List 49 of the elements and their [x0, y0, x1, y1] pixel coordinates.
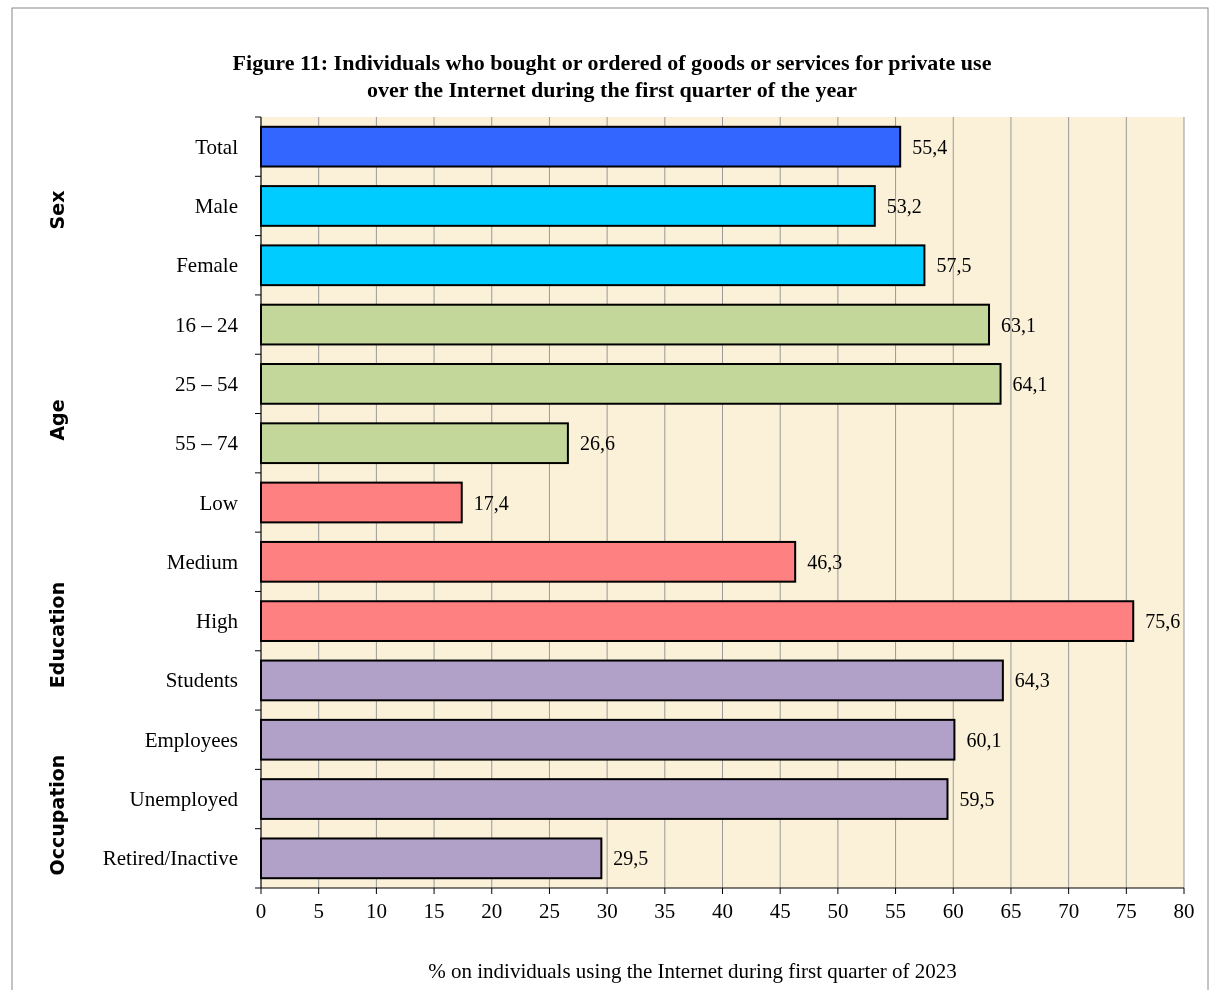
data-label: 75,6 — [1145, 610, 1181, 633]
x-tick-label: 65 — [1000, 899, 1022, 923]
chart-title: Figure 11: Individuals who bought or ordered of goods or services for private use over the Internet during the first quarter of the year — [232, 50, 992, 102]
x-tick-label: 55 — [885, 899, 907, 923]
data-label: 60,1 — [966, 728, 1002, 751]
data-label: 29,5 — [613, 847, 649, 870]
y-tick-label: High — [196, 609, 239, 634]
y-tick-label: Retired/Inactive — [102, 846, 238, 871]
y-tick-label: 55 – 74 — [175, 431, 239, 456]
data-label: 17,4 — [473, 491, 509, 514]
text: Education — [46, 581, 68, 689]
data-label: 55,4 — [912, 135, 948, 158]
x-tick-label: 15 — [423, 899, 445, 923]
x-tick-label: 25 — [538, 899, 560, 923]
y-tick-label: Female — [176, 253, 238, 278]
x-tick-label: 0 — [255, 899, 267, 923]
data-label: 46,3 — [807, 550, 843, 573]
y-tick-label: Medium — [166, 549, 238, 574]
x-tick-label: 60 — [942, 899, 964, 923]
y-tick-label: Total — [195, 134, 239, 159]
data-label: 63,1 — [1001, 313, 1037, 336]
data-label: 64,1 — [1012, 372, 1048, 395]
y-tick-label: Low — [199, 490, 239, 515]
x-tick-label: 75 — [1115, 899, 1137, 923]
data-label: 26,6 — [579, 432, 615, 455]
x-tick-label: 20 — [481, 899, 503, 923]
data-label: 59,5 — [959, 788, 995, 811]
x-tick-label: 50 — [827, 899, 849, 923]
x-tick-label: 30 — [596, 899, 618, 923]
text: Sex — [46, 190, 68, 230]
y-tick-label: Male — [194, 193, 238, 218]
x-tick-label: 40 — [712, 899, 733, 923]
y-tick-label: Unemployed — [129, 787, 239, 812]
y-tick-label: 25 – 54 — [175, 371, 239, 396]
data-label: 57,5 — [936, 254, 972, 277]
x-tick-label: 10 — [365, 899, 387, 923]
text: Age — [46, 399, 68, 441]
x-axis-title: % on individuals using the Internet during first quarter of 2023 — [428, 959, 957, 983]
text: Occupation — [46, 754, 68, 876]
x-tick-label: 70 — [1058, 899, 1080, 923]
data-label: 53,2 — [886, 194, 922, 217]
x-tick-label: 80 — [1173, 899, 1195, 923]
y-tick-label: Students — [165, 668, 238, 693]
data-label: 64,3 — [1014, 669, 1050, 692]
y-tick-label: Employees — [144, 727, 238, 752]
x-tick-label: 45 — [769, 899, 791, 923]
x-tick-label: 35 — [654, 899, 676, 923]
x-tick-label: 5 — [313, 899, 324, 923]
y-tick-label: 16 – 24 — [175, 312, 239, 337]
